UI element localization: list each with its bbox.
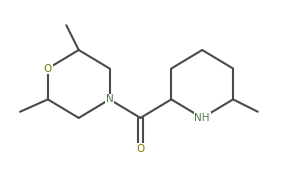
Text: O: O [136,144,145,154]
Text: N: N [106,94,114,104]
Text: O: O [44,63,52,74]
Text: NH: NH [195,113,210,123]
